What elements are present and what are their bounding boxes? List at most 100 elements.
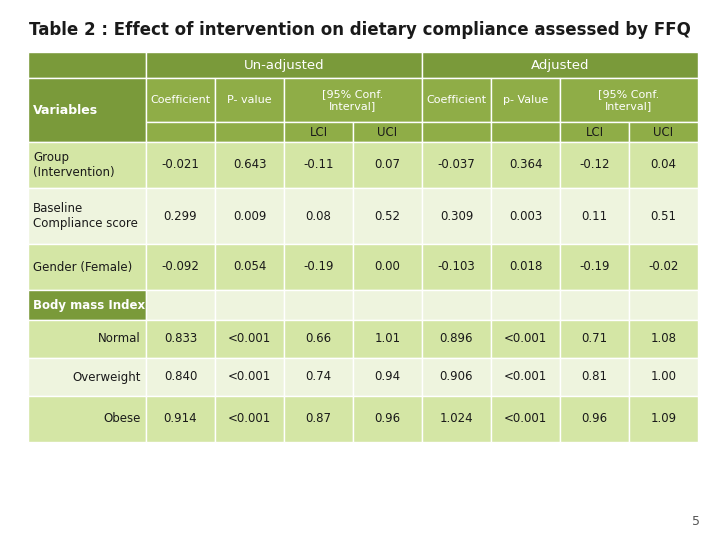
Text: LCI: LCI [585, 125, 603, 138]
Bar [422, 358, 491, 396]
Text: -0.092: -0.092 [161, 260, 199, 273]
Bar [491, 142, 560, 188]
Text: 0.04: 0.04 [650, 159, 677, 172]
Text: Coefficient: Coefficient [150, 95, 210, 105]
Bar [560, 244, 629, 290]
Bar [491, 78, 560, 122]
Text: <0.001: <0.001 [504, 413, 547, 426]
Text: 5: 5 [692, 515, 700, 528]
Bar [353, 320, 422, 358]
Bar [146, 142, 215, 188]
Bar [353, 358, 422, 396]
Text: 0.643: 0.643 [233, 159, 266, 172]
Bar [629, 142, 698, 188]
Text: p- Value: p- Value [503, 95, 548, 105]
Bar [215, 358, 284, 396]
Bar [491, 290, 560, 320]
Text: 0.74: 0.74 [305, 370, 332, 383]
Text: 0.07: 0.07 [374, 159, 400, 172]
Bar [422, 396, 491, 442]
Bar [28, 244, 146, 290]
Bar [284, 396, 353, 442]
Bar [146, 244, 215, 290]
Bar [353, 396, 422, 442]
Text: 0.81: 0.81 [582, 370, 608, 383]
Bar [353, 290, 422, 320]
Bar [629, 290, 698, 320]
Bar [146, 396, 215, 442]
Bar [491, 188, 560, 244]
Text: 0.08: 0.08 [305, 210, 331, 222]
Bar [28, 396, 146, 442]
Bar [146, 188, 215, 244]
Bar [284, 142, 353, 188]
Bar [629, 358, 698, 396]
Bar [284, 320, 353, 358]
Bar [560, 290, 629, 320]
Text: 0.309: 0.309 [440, 210, 473, 222]
Text: Variables: Variables [33, 104, 98, 117]
Bar [284, 244, 353, 290]
Text: <0.001: <0.001 [504, 370, 547, 383]
Text: -0.12: -0.12 [580, 159, 610, 172]
Bar [353, 188, 422, 244]
Text: 0.896: 0.896 [440, 333, 473, 346]
Text: 0.66: 0.66 [305, 333, 332, 346]
Bar [284, 188, 353, 244]
Text: [95% Conf.
Interval]: [95% Conf. Interval] [323, 89, 384, 111]
Bar [28, 142, 146, 188]
Text: 1.00: 1.00 [650, 370, 677, 383]
Bar [491, 320, 560, 358]
Text: LCI: LCI [310, 125, 328, 138]
Text: UCI: UCI [377, 125, 397, 138]
Bar [491, 244, 560, 290]
Text: 0.299: 0.299 [163, 210, 197, 222]
Text: 1.01: 1.01 [374, 333, 400, 346]
Bar [422, 244, 491, 290]
Bar [284, 78, 422, 122]
Bar [215, 78, 284, 122]
Bar [215, 396, 284, 442]
Bar [146, 290, 215, 320]
Text: 0.71: 0.71 [582, 333, 608, 346]
Text: Coefficient: Coefficient [426, 95, 487, 105]
Bar [560, 122, 629, 142]
Text: <0.001: <0.001 [228, 333, 271, 346]
Text: Baseline
Compliance score: Baseline Compliance score [33, 202, 138, 230]
Bar [560, 320, 629, 358]
Text: 0.914: 0.914 [163, 413, 197, 426]
Bar [146, 78, 215, 122]
Bar [215, 244, 284, 290]
Bar [146, 320, 215, 358]
Text: 1.09: 1.09 [650, 413, 677, 426]
Bar [560, 358, 629, 396]
Bar [422, 52, 698, 78]
Bar [146, 52, 422, 78]
Bar [28, 320, 146, 358]
Bar [353, 122, 422, 142]
Text: 0.94: 0.94 [374, 370, 400, 383]
Text: 0.906: 0.906 [440, 370, 473, 383]
Text: 0.009: 0.009 [233, 210, 266, 222]
Bar [422, 122, 491, 142]
Bar [422, 142, 491, 188]
Text: -0.19: -0.19 [303, 260, 334, 273]
Bar [491, 396, 560, 442]
Text: Group
(Intervention): Group (Intervention) [33, 151, 114, 179]
Text: 0.054: 0.054 [233, 260, 266, 273]
Text: -0.19: -0.19 [580, 260, 610, 273]
Text: -0.103: -0.103 [438, 260, 475, 273]
Text: 0.833: 0.833 [164, 333, 197, 346]
Text: Obese: Obese [104, 413, 141, 426]
Text: Table 2 : Effect of intervention on dietary compliance assessed by FFQ: Table 2 : Effect of intervention on diet… [29, 21, 691, 39]
Bar [422, 320, 491, 358]
Bar [629, 396, 698, 442]
Bar [284, 290, 353, 320]
Bar [215, 188, 284, 244]
Bar [28, 52, 146, 78]
Bar [491, 122, 560, 142]
Text: Body mass Index: Body mass Index [33, 299, 145, 312]
Text: -0.021: -0.021 [161, 159, 199, 172]
Bar [629, 122, 698, 142]
Text: 0.11: 0.11 [582, 210, 608, 222]
